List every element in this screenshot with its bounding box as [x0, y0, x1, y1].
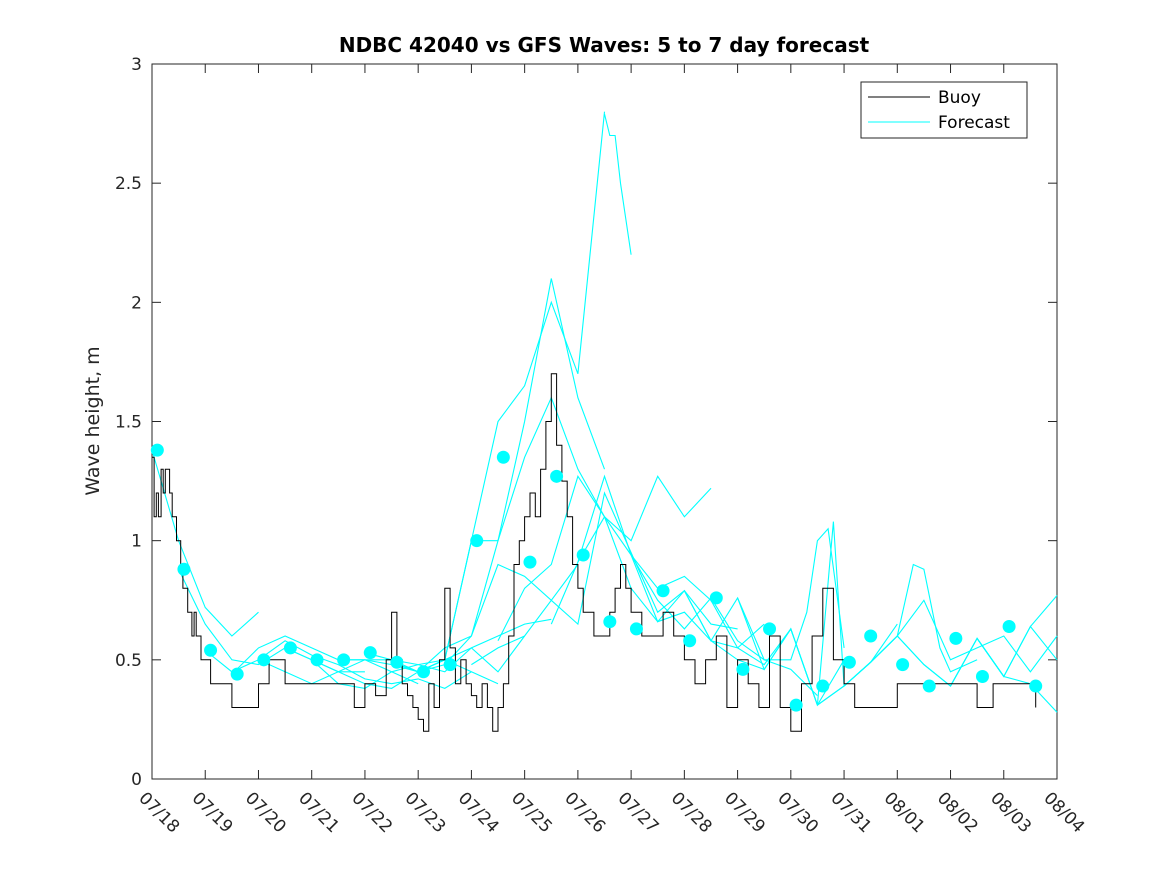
legend-label-forecast: Forecast	[938, 113, 1010, 133]
x-tick-label: 07/26	[560, 788, 609, 837]
forecast-marker	[842, 655, 856, 669]
x-tick-label: 07/27	[614, 788, 663, 837]
x-tick-label: 07/30	[773, 788, 822, 837]
forecast-marker	[709, 591, 723, 605]
forecast-marker	[443, 658, 457, 672]
forecast-line	[444, 396, 712, 665]
forecast-line	[284, 647, 499, 689]
forecast-marker	[656, 584, 670, 598]
forecast-marker	[363, 646, 377, 660]
y-tick-label: 0	[131, 770, 142, 790]
forecast-marker	[523, 555, 537, 569]
x-tick-label: 08/04	[1039, 788, 1088, 837]
forecast-marker	[789, 698, 803, 712]
y-tick-label: 3	[131, 55, 142, 75]
forecast-marker	[470, 534, 484, 548]
forecast-marker	[1029, 679, 1043, 693]
forecast-marker	[683, 634, 697, 648]
forecast-marker	[864, 629, 878, 643]
legend-box	[860, 81, 1028, 139]
chart-title: NDBC 42040 vs GFS Waves: 5 to 7 day fore…	[339, 33, 870, 57]
x-tick-label: 07/18	[134, 788, 183, 837]
legend: Buoy Forecast	[860, 81, 1028, 139]
forecast-marker	[736, 662, 750, 676]
x-tick-label: 08/01	[880, 788, 929, 837]
buoy-line	[152, 373, 1037, 732]
y-tick-label: 1.5	[115, 413, 142, 433]
forecast-marker	[603, 615, 617, 629]
x-tick-label: 07/28	[667, 788, 716, 837]
forecast-marker	[550, 469, 564, 483]
x-tick-label: 07/21	[294, 788, 343, 837]
forecast-marker	[204, 643, 218, 657]
forecast-marker	[922, 679, 936, 693]
forecast-marker	[257, 653, 271, 667]
y-tick-label: 0.5	[115, 651, 142, 671]
forecast-line	[471, 491, 738, 666]
legend-label-buoy: Buoy	[938, 88, 981, 108]
forecast-marker	[816, 679, 830, 693]
forecast-marker	[177, 562, 191, 576]
y-tick-label: 2.5	[115, 174, 142, 194]
forecast-marker	[496, 450, 510, 464]
x-tick-label: 07/31	[827, 788, 876, 837]
x-tick-label: 07/29	[720, 788, 769, 837]
forecast-line	[417, 111, 606, 673]
x-tick-label: 07/24	[454, 788, 503, 837]
forecast-marker	[763, 622, 777, 636]
forecast-marker	[576, 548, 590, 562]
forecast-line	[338, 618, 552, 673]
plot-area	[151, 63, 1058, 780]
x-tick-label: 07/25	[507, 788, 556, 837]
forecast-marker	[1002, 619, 1016, 633]
x-tick-label: 07/22	[347, 788, 396, 837]
forecast-marker	[283, 641, 297, 655]
y-tick-label: 2	[131, 293, 142, 313]
forecast-line	[603, 113, 632, 255]
x-tick-label: 08/02	[933, 788, 982, 837]
y-axis: 0 0.5 1 1.5 2 2.5 3	[115, 55, 1057, 790]
forecast-line	[976, 638, 1058, 713]
forecast-line	[550, 515, 792, 666]
x-tick-label: 07/23	[401, 788, 450, 837]
forecast-marker	[390, 655, 404, 669]
forecast-marker	[975, 670, 989, 684]
forecast-line	[683, 527, 845, 661]
forecast-line	[577, 474, 818, 696]
x-tick-label: 07/20	[241, 788, 290, 837]
forecast-line	[843, 599, 1058, 687]
forecast-marker	[949, 631, 963, 645]
x-tick-label: 08/03	[986, 788, 1035, 837]
forecast-marker	[629, 622, 643, 636]
forecast-marker	[310, 653, 324, 667]
y-axis-label: Wave height, m	[82, 346, 104, 495]
y-tick-label: 1	[131, 532, 142, 552]
forecast-marker	[417, 665, 430, 679]
forecast-marker	[150, 443, 164, 457]
series-layer	[150, 111, 1058, 732]
forecast-line	[151, 449, 259, 637]
forecast-marker	[230, 667, 244, 681]
x-tick-label: 07/19	[188, 788, 237, 837]
forecast-marker	[896, 658, 910, 672]
forecast-marker	[337, 653, 351, 667]
